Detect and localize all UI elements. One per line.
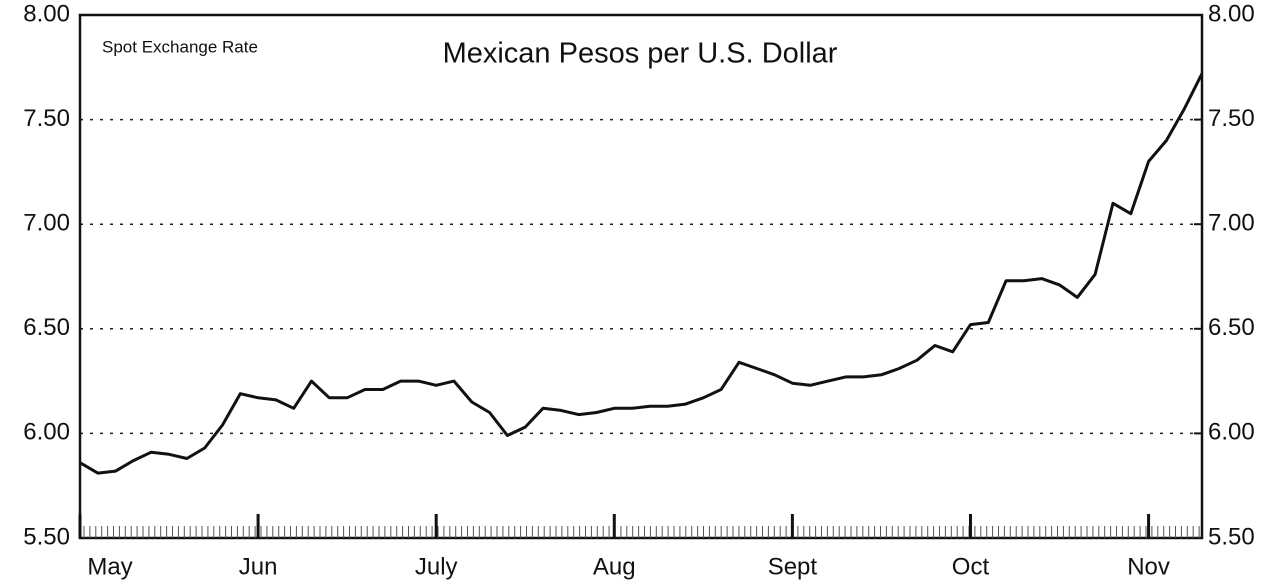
plot-border [78, 13, 1204, 540]
y2-tick-label: 8.00 [1208, 0, 1255, 27]
y-tick-label: 8.00 [23, 0, 70, 27]
y2-tick-label: 7.00 [1208, 210, 1255, 237]
y-tick-label: 7.50 [23, 105, 70, 132]
y2-tick-label: 6.00 [1208, 419, 1255, 446]
y-tick-label: 6.50 [23, 314, 70, 341]
chart-subtitle: Spot Exchange Rate [102, 37, 258, 56]
x-tick-label: Nov [1127, 553, 1170, 580]
x-tick-label: Jun [239, 553, 278, 580]
y-tick-label: 7.00 [23, 210, 70, 237]
chart-title: Mexican Pesos per U.S. Dollar [443, 38, 838, 70]
data-line [79, 72, 1204, 475]
x-tick-label: Aug [593, 553, 636, 580]
x-tick-label: Oct [952, 553, 990, 580]
y-tick-label: 5.50 [23, 523, 70, 550]
y2-tick-label: 7.50 [1208, 105, 1255, 132]
y-tick-label: 6.00 [23, 419, 70, 446]
y2-tick-label: 6.50 [1208, 314, 1255, 341]
y2-tick-label: 5.50 [1208, 523, 1255, 550]
x-tick-label: May [87, 553, 132, 580]
x-tick-label: Sept [768, 553, 818, 580]
x-tick-label: July [415, 553, 458, 580]
